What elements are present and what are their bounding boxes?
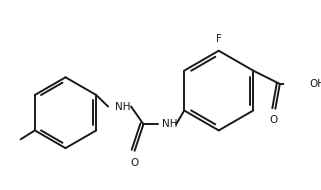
- Text: O: O: [130, 158, 139, 168]
- Text: O: O: [270, 115, 278, 125]
- Text: OH: OH: [309, 79, 321, 89]
- Text: F: F: [216, 34, 222, 44]
- Text: NH: NH: [115, 101, 131, 112]
- Text: NH: NH: [162, 119, 178, 129]
